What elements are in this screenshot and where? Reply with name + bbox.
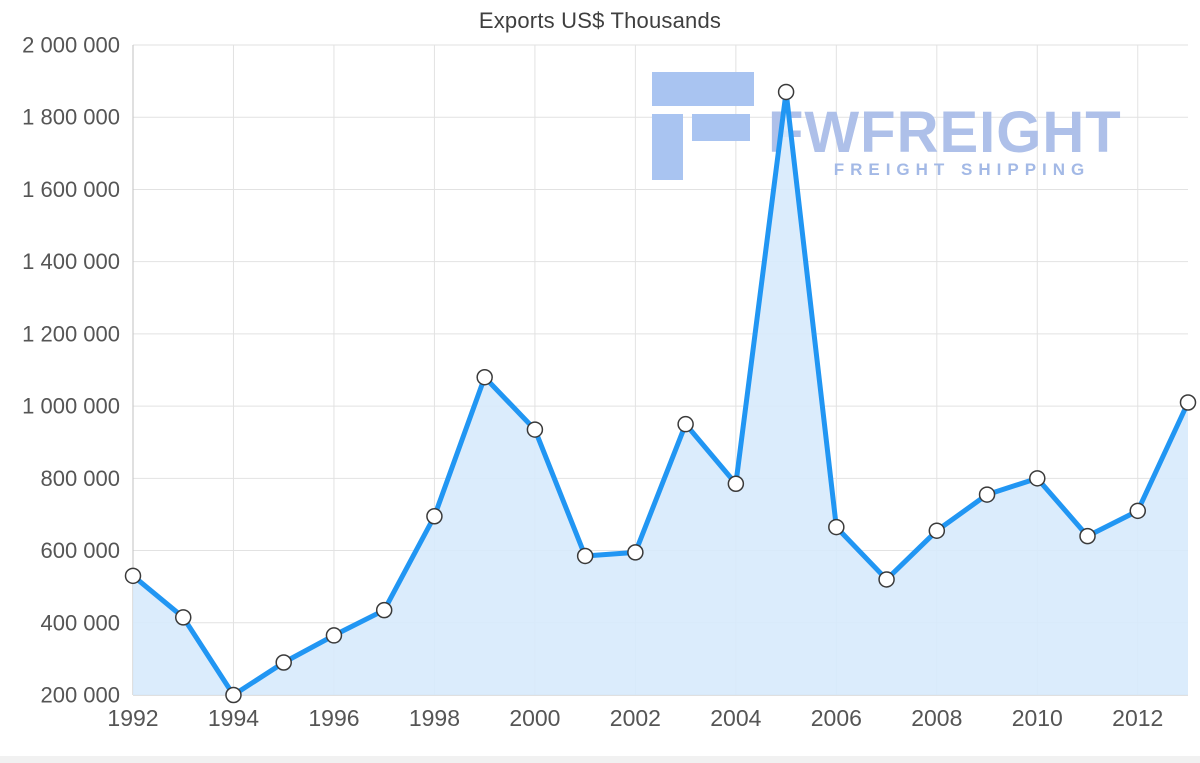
x-axis-label: 2000 (509, 705, 560, 731)
data-point-marker[interactable] (1129, 502, 1147, 520)
x-axis-label: 2002 (610, 705, 661, 731)
y-axis-label: 1 200 000 (22, 321, 120, 346)
watermark: FWFREIGHT FREIGHT SHIPPING (652, 72, 1122, 180)
fwfreight-logo-icon (652, 72, 754, 180)
area-fill (133, 91, 1188, 695)
x-axis-label: 2012 (1112, 705, 1163, 731)
x-axis-label: 1992 (107, 705, 158, 731)
series-line (130, 89, 1191, 698)
data-point-marker[interactable] (526, 421, 544, 438)
data-point-marker[interactable] (325, 627, 343, 644)
data-point-marker[interactable] (627, 544, 644, 561)
data-point-marker[interactable] (576, 547, 594, 565)
data-point-marker[interactable] (928, 522, 946, 539)
y-axis-label: 1 800 000 (22, 105, 120, 130)
data-point-marker[interactable] (1079, 527, 1096, 545)
data-point-marker[interactable] (1029, 470, 1046, 487)
grid-layer: 200 000 400 000 600 000 800 000 1 000 000 1 2… (22, 33, 1188, 731)
data-point-marker[interactable] (225, 686, 242, 704)
data-point-marker[interactable] (174, 609, 192, 626)
x-axis-label: 1996 (308, 705, 359, 731)
y-axis-label: 2 000 000 (22, 33, 120, 58)
y-axis-label: 200 000 (40, 683, 120, 708)
data-point-marker[interactable] (375, 601, 393, 619)
x-axis-label: 1994 (208, 705, 259, 731)
y-axis-label: 1 000 000 (22, 394, 120, 419)
x-axis-label: 1998 (409, 705, 460, 731)
data-point-marker[interactable] (426, 508, 443, 525)
data-point-marker[interactable] (828, 518, 845, 536)
data-point-marker[interactable] (275, 654, 292, 671)
data-point-marker[interactable] (878, 571, 895, 588)
y-axis-label: 1 600 000 (22, 177, 120, 202)
series-layer (124, 83, 1197, 704)
watermark-brand: FWFREIGHT (768, 100, 1122, 165)
data-point-marker[interactable] (727, 475, 745, 492)
data-point-marker[interactable] (1179, 394, 1197, 411)
bottom-strip (0, 756, 1200, 763)
data-point-marker[interactable] (677, 415, 694, 433)
watermark-tagline: FREIGHT SHIPPING (834, 160, 1091, 179)
y-axis-label: 1 400 000 (22, 249, 120, 274)
x-axis-label: 2010 (1012, 705, 1063, 731)
data-point-marker[interactable] (777, 83, 795, 101)
x-axis-label: 2008 (911, 705, 962, 731)
x-axis-label: 2006 (811, 705, 862, 731)
y-axis-label: 400 000 (40, 610, 120, 635)
x-axis-label: 2004 (710, 705, 761, 731)
y-axis-label: 600 000 (40, 538, 120, 563)
chart-title: Exports US$ Thousands (478, 8, 722, 33)
data-point-marker[interactable] (978, 486, 996, 503)
y-axis-label: 800 000 (40, 466, 120, 491)
data-point-marker[interactable] (476, 368, 493, 386)
data-point-marker[interactable] (124, 567, 142, 585)
